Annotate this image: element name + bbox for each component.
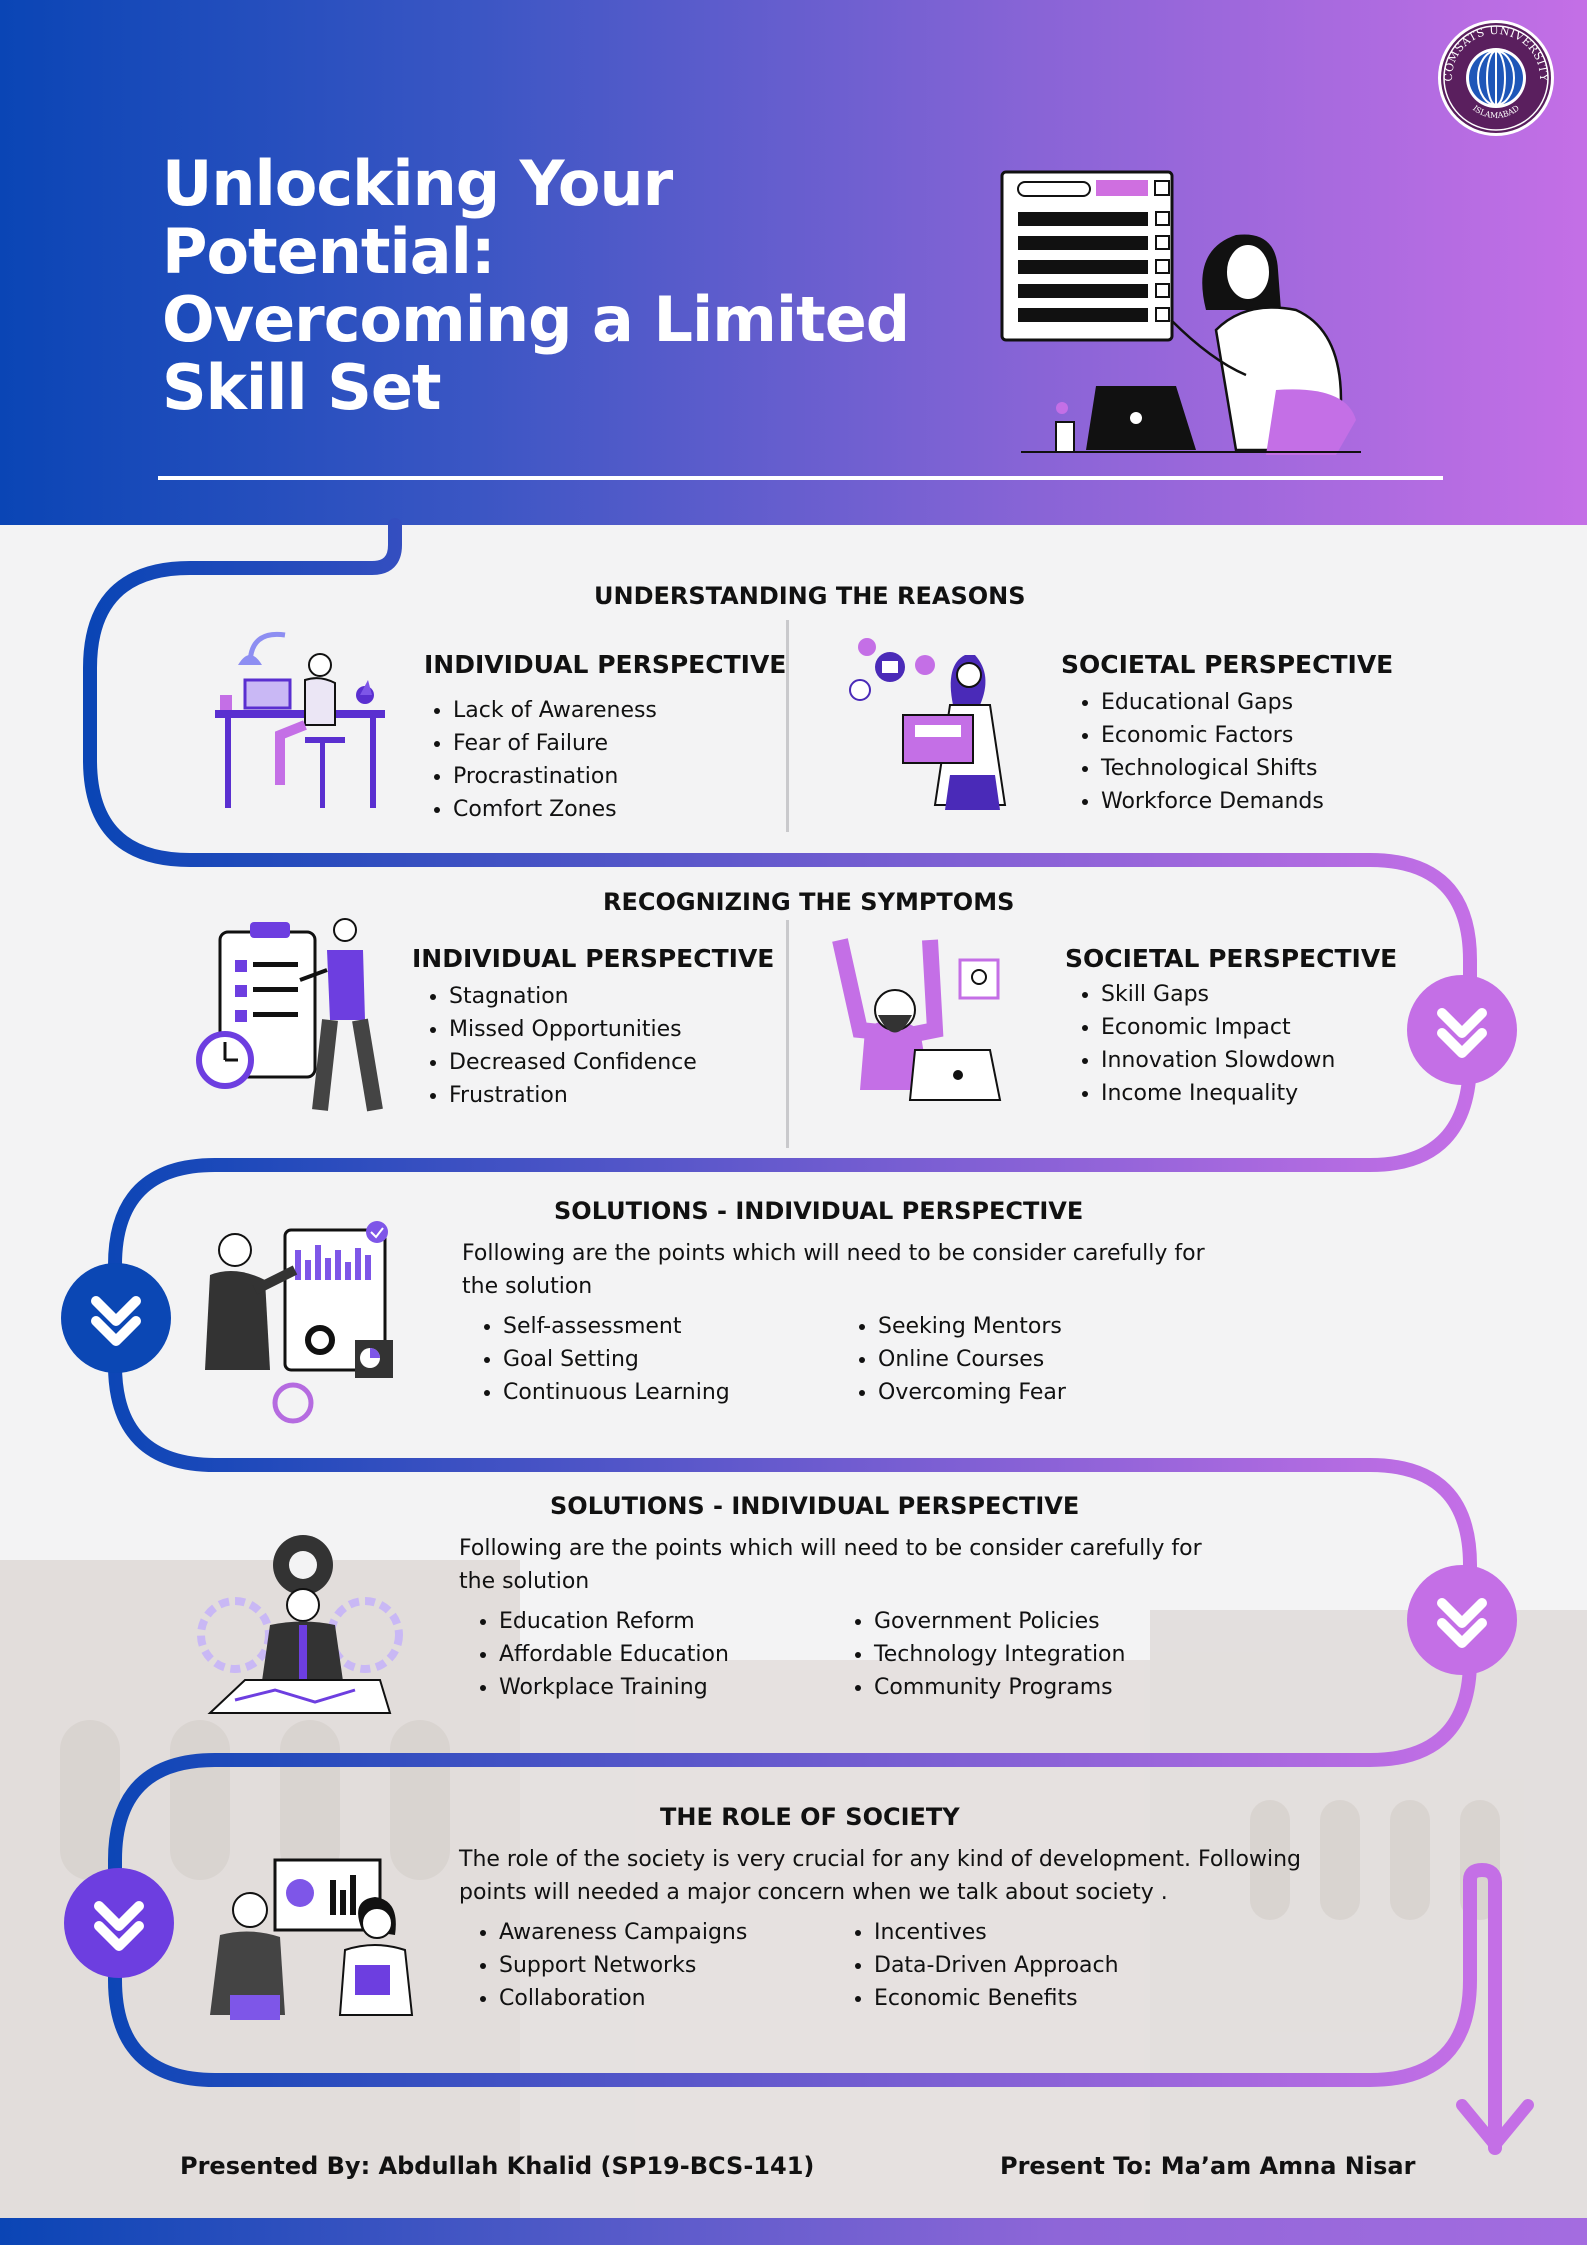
list-item: Technological Shifts	[1101, 752, 1324, 785]
section-title-solutions-societal: SOLUTIONS - INDIVIDUAL PERSPECTIVE	[550, 1492, 1080, 1520]
title-line: Potential:	[162, 215, 496, 288]
symptoms-societal-heading: SOCIETAL PERSPECTIVE	[1065, 944, 1398, 973]
list-item: Stagnation	[449, 980, 697, 1013]
list-item: Economic Factors	[1101, 719, 1324, 752]
clipboard-man-illustration	[196, 918, 383, 1112]
list-item: Comfort Zones	[453, 793, 657, 826]
solutions-individual-list-2: Seeking Mentors Online Courses Overcomin…	[850, 1310, 1066, 1409]
list-item: Lack of Awareness	[453, 694, 657, 727]
list-item: Online Courses	[878, 1343, 1066, 1376]
solutions-societal-list-1: Education Reform Affordable Education Wo…	[471, 1605, 729, 1704]
reasons-individual-list: Lack of Awareness Fear of Failure Procra…	[425, 694, 657, 826]
header-divider	[158, 476, 1443, 480]
list-item: Technology Integration	[874, 1638, 1125, 1671]
list-item: Income Inequality	[1101, 1077, 1335, 1110]
list-item: Continuous Learning	[503, 1376, 730, 1409]
symptoms-societal-list: Skill Gaps Economic Impact Innovation Sl…	[1073, 978, 1335, 1110]
team-discussion-illustration	[210, 1858, 414, 2020]
list-item: Decreased Confidence	[449, 1046, 697, 1079]
list-item: Affordable Education	[499, 1638, 729, 1671]
solutions-societal-intro: Following are the points which will need…	[459, 1536, 1202, 1594]
footer-bar	[0, 2218, 1587, 2245]
chevron-down-icon	[64, 1868, 174, 1978]
reasons-individual-heading: INDIVIDUAL PERSPECTIVE	[424, 650, 787, 679]
list-item: Community Programs	[874, 1671, 1125, 1704]
list-item: Collaboration	[499, 1982, 747, 2015]
celebrating-man-illustration	[832, 938, 1002, 1101]
list-item: Innovation Slowdown	[1101, 1044, 1335, 1077]
list-item: Missed Opportunities	[449, 1013, 697, 1046]
list-item: Economic Impact	[1101, 1011, 1335, 1044]
gear-businessman-illustration	[197, 1535, 403, 1714]
chevron-down-icon	[61, 1263, 171, 1373]
presenter-chart-illustration	[205, 1221, 393, 1424]
list-item: Procrastination	[453, 760, 657, 793]
symptoms-individual-heading: INDIVIDUAL PERSPECTIVE	[412, 944, 775, 973]
list-item: Educational Gaps	[1101, 686, 1324, 719]
section-title-symptoms: RECOGNIZING THE SYMPTOMS	[603, 888, 1015, 916]
column-divider	[786, 620, 789, 832]
solutions-individual-list-1: Self-assessment Goal Setting Continuous …	[475, 1310, 730, 1409]
symptoms-individual-list: Stagnation Missed Opportunities Decrease…	[421, 980, 697, 1112]
desk-worker-illustration	[215, 631, 385, 808]
list-item: Incentives	[874, 1916, 1119, 1949]
list-item: Overcoming Fear	[878, 1376, 1066, 1409]
checklist-woman-illustration	[1000, 170, 1361, 455]
list-item: Workforce Demands	[1101, 785, 1324, 818]
list-item: Goal Setting	[503, 1343, 730, 1376]
chevron-down-icon	[1407, 975, 1517, 1085]
title-line: Unlocking Your	[162, 147, 673, 220]
column-divider	[786, 920, 789, 1148]
list-item: Data-Driven Approach	[874, 1949, 1119, 1982]
role-list-1: Awareness Campaigns Support Networks Col…	[471, 1916, 747, 2015]
list-item: Seeking Mentors	[878, 1310, 1066, 1343]
list-item: Education Reform	[499, 1605, 729, 1638]
title-line: Overcoming a Limited	[162, 283, 910, 356]
section-title-reasons: UNDERSTANDING THE REASONS	[594, 582, 1026, 610]
title-line: Skill Set	[162, 351, 442, 424]
delivery-woman-illustration	[849, 638, 1007, 810]
solutions-individual-intro: Following are the points which will need…	[462, 1241, 1205, 1299]
section-title-solutions-individual: SOLUTIONS - INDIVIDUAL PERSPECTIVE	[554, 1197, 1084, 1225]
present-to: Present To: Ma’am Amna Nisar	[1000, 2152, 1416, 2180]
list-item: Fear of Failure	[453, 727, 657, 760]
role-intro: The role of the society is very crucial …	[459, 1847, 1302, 1905]
list-item: Frustration	[449, 1079, 697, 1112]
list-item: Skill Gaps	[1101, 978, 1335, 1011]
role-list-2: Incentives Data-Driven Approach Economic…	[846, 1916, 1119, 2015]
list-item: Economic Benefits	[874, 1982, 1119, 2015]
reasons-societal-list: Educational Gaps Economic Factors Techno…	[1073, 686, 1324, 818]
list-item: Support Networks	[499, 1949, 747, 1982]
list-item: Workplace Training	[499, 1671, 729, 1704]
reasons-societal-heading: SOCIETAL PERSPECTIVE	[1061, 650, 1394, 679]
university-logo: COMSATS UNIVERSITY ISLAMABAD	[1438, 20, 1554, 136]
presented-by: Presented By: Abdullah Khalid (SP19-BCS-…	[180, 2152, 815, 2180]
list-item: Awareness Campaigns	[499, 1916, 747, 1949]
solutions-societal-list-2: Government Policies Technology Integrati…	[846, 1605, 1125, 1704]
chevron-down-icon	[1407, 1565, 1517, 1675]
list-item: Government Policies	[874, 1605, 1125, 1638]
section-title-role: THE ROLE OF SOCIETY	[660, 1803, 960, 1831]
page-title: Unlocking Your Potential: Overcoming a L…	[162, 150, 922, 422]
list-item: Self-assessment	[503, 1310, 730, 1343]
